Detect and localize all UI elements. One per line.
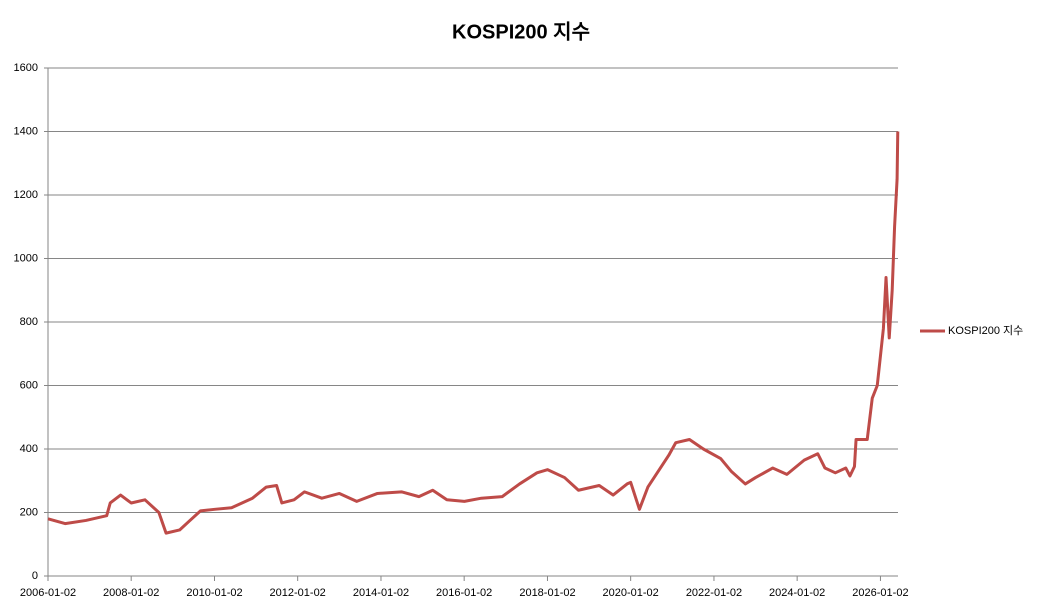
y-tick-label: 400 — [20, 443, 38, 455]
x-tick-label: 2016-01-02 — [436, 587, 492, 599]
legend-label: KOSPI200 지수 — [948, 324, 1023, 337]
y-tick-label: 1000 — [14, 252, 38, 264]
x-tick-label: 2022-01-02 — [686, 587, 742, 599]
x-tick-label: 2006-01-02 — [20, 587, 76, 599]
chart-title: KOSPI200 지수 — [452, 20, 590, 43]
y-tick-label: 800 — [20, 316, 38, 328]
y-tick-label: 0 — [32, 570, 38, 582]
y-tick-label: 1600 — [14, 62, 38, 74]
x-tick-label: 2010-01-02 — [186, 587, 242, 599]
line-series — [47, 131, 900, 535]
y-tick-label: 600 — [20, 379, 38, 391]
x-tick-label: 2026-01-02 — [852, 587, 908, 599]
y-tick-label: 1400 — [14, 125, 38, 137]
x-tick-label: 2024-01-02 — [769, 587, 825, 599]
x-tick-label: 2020-01-02 — [603, 587, 659, 599]
x-tick-label: 2008-01-02 — [103, 587, 159, 599]
x-tick-label: 2014-01-02 — [353, 587, 409, 599]
x-tick-label: 2018-01-02 — [519, 587, 575, 599]
y-tick-label: 1200 — [14, 189, 38, 201]
x-tick-label: 2012-01-02 — [270, 587, 326, 599]
y-tick-label: 200 — [20, 506, 38, 518]
